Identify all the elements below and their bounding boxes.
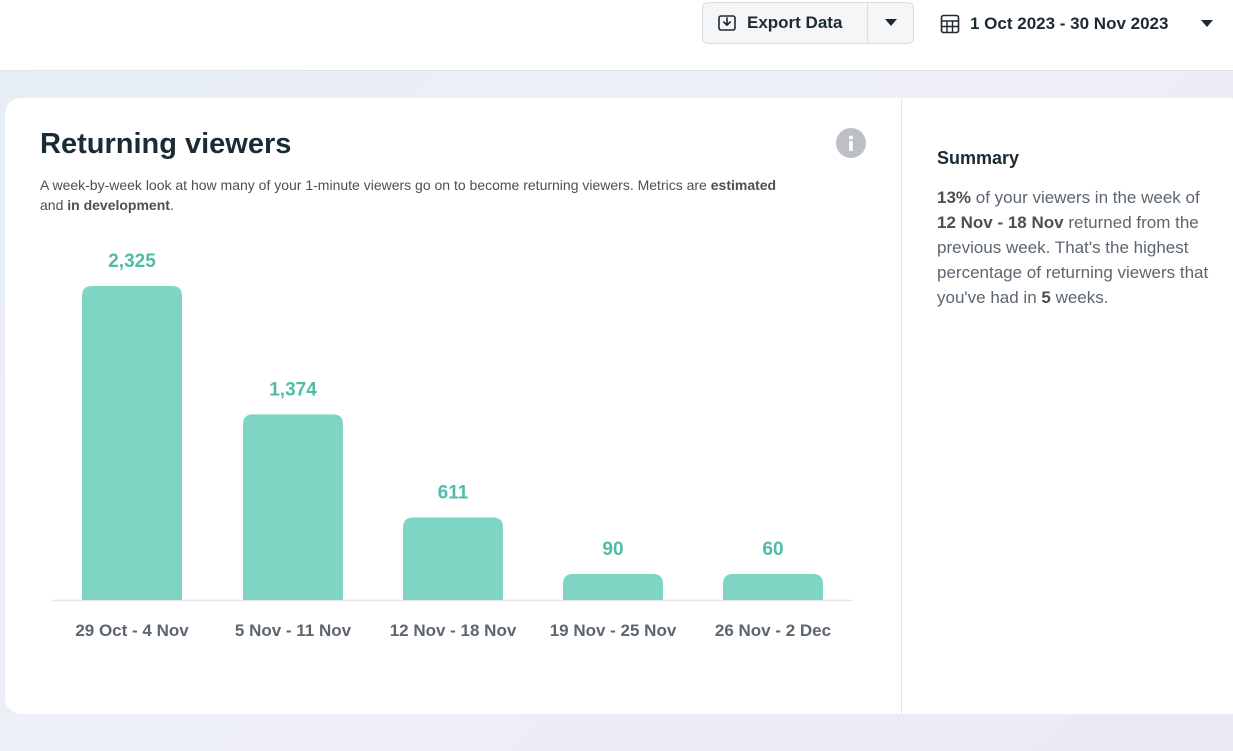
x-tick-label: 26 Nov - 2 Dec [715, 621, 831, 640]
bar-value-label: 611 [438, 482, 469, 503]
card-description: A week-by-week look at how many of your … [40, 175, 800, 215]
description-bold-in-development: in development [67, 197, 170, 213]
summary-week: 12 Nov - 18 Nov [937, 213, 1064, 232]
description-text: and [40, 197, 68, 213]
returning-viewers-bar-chart: 2,325 29 Oct - 4 Nov 1,374 5 Nov - 11 Nov 61… [52, 251, 853, 640]
description-text: . [169, 197, 174, 213]
chart-bar[interactable] [403, 517, 503, 600]
summary-title: Summary [937, 148, 1020, 168]
description-bold-estimated: estimated [710, 177, 777, 193]
date-range-label: 1 Oct 2023 - 30 Nov 2023 [970, 14, 1169, 33]
summary-text-part: weeks. [1050, 288, 1109, 307]
summary-panel: Summary 13% of your viewers in the week … [937, 148, 1217, 310]
returning-viewers-card: Returning viewers A week-by-week look at… [5, 98, 1233, 714]
x-tick-label: 29 Oct - 4 Nov [75, 621, 189, 640]
bar-value-label: 90 [602, 539, 623, 560]
caret-down-icon [1199, 20, 1215, 28]
export-data-label: Export Data [747, 13, 843, 32]
export-data-group: Export Data [702, 2, 914, 44]
chart-bar[interactable] [723, 574, 823, 600]
chart-bar[interactable] [82, 286, 182, 600]
summary-text: 13% of your viewers in the week of 12 No… [937, 185, 1217, 310]
x-tick-label: 19 Nov - 25 Nov [550, 621, 677, 640]
chart-section: Returning viewers A week-by-week look at… [5, 98, 902, 714]
calendar-icon [940, 14, 960, 34]
summary-text-part: of your viewers in the week of [971, 188, 1200, 207]
summary-week-count: 5 [1041, 288, 1051, 307]
info-icon[interactable] [836, 128, 866, 158]
summary-percentage: 13% [937, 188, 972, 207]
bar-value-label: 1,374 [269, 379, 317, 400]
bar-value-label: 60 [762, 539, 783, 560]
description-text: A week-by-week look at how many of your … [40, 177, 711, 193]
chart-bar[interactable] [243, 414, 343, 600]
date-range-picker[interactable]: 1 Oct 2023 - 30 Nov 2023 [940, 10, 1215, 38]
export-data-button[interactable]: Export Data [703, 3, 868, 43]
caret-down-icon [884, 19, 897, 27]
x-tick-label: 5 Nov - 11 Nov [235, 621, 352, 640]
card-title: Returning viewers [40, 128, 292, 160]
bar-value-label: 2,325 [108, 251, 156, 272]
x-tick-label: 12 Nov - 18 Nov [390, 621, 517, 640]
download-icon [717, 13, 737, 33]
summary-text-part: returned from the previous week. That's … [937, 213, 1209, 307]
export-dropdown-button[interactable] [868, 3, 913, 43]
top-toolbar: Export Data 1 Oct 2023 - 30 Nov 2023 [0, 0, 1233, 71]
chart-bar[interactable] [563, 574, 663, 600]
